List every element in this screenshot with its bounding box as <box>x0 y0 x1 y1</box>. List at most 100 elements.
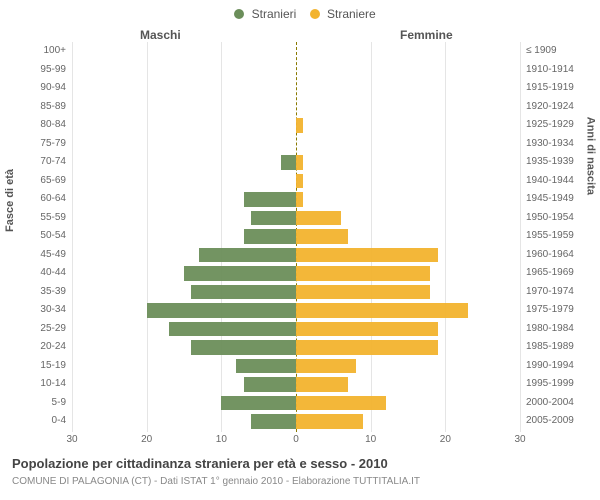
age-band-label: 35-39 <box>6 283 72 302</box>
age-band-label: 50-54 <box>6 227 72 246</box>
bar-male <box>244 377 296 392</box>
bar-female <box>296 340 438 355</box>
age-band-label: 60-64 <box>6 190 72 209</box>
birth-year-label: 1975-1979 <box>520 301 588 320</box>
age-band-label: 100+ <box>6 42 72 61</box>
age-band-label: 80-84 <box>6 116 72 135</box>
legend-swatch-female <box>310 9 320 19</box>
x-tick-label: 10 <box>216 434 227 445</box>
bar-female <box>296 359 356 374</box>
birth-year-label: ≤ 1909 <box>520 42 588 61</box>
bar-female <box>296 285 430 300</box>
birth-year-label: 1940-1944 <box>520 172 588 191</box>
legend: Stranieri Straniere <box>0 6 600 21</box>
bar-male <box>236 359 296 374</box>
age-row: 75-791930-1934 <box>72 135 520 154</box>
birth-year-label: 1955-1959 <box>520 227 588 246</box>
bar-female <box>296 248 438 263</box>
birth-year-label: 1965-1969 <box>520 264 588 283</box>
birth-year-label: 1945-1949 <box>520 190 588 209</box>
population-pyramid-chart: Stranieri Straniere Maschi Femmine Fasce… <box>0 0 600 500</box>
age-band-label: 40-44 <box>6 264 72 283</box>
bar-female <box>296 396 386 411</box>
bar-female <box>296 155 303 170</box>
bar-male <box>191 340 296 355</box>
age-row: 0-42005-2009 <box>72 412 520 431</box>
age-band-label: 15-19 <box>6 357 72 376</box>
bar-male <box>281 155 296 170</box>
age-row: 55-591950-1954 <box>72 209 520 228</box>
age-row: 85-891920-1924 <box>72 98 520 117</box>
chart-title: Popolazione per cittadinanza straniera p… <box>12 456 588 471</box>
age-row: 30-341975-1979 <box>72 301 520 320</box>
birth-year-label: 1930-1934 <box>520 135 588 154</box>
age-band-label: 55-59 <box>6 209 72 228</box>
age-row: 90-941915-1919 <box>72 79 520 98</box>
birth-year-label: 1920-1924 <box>520 98 588 117</box>
age-row: 15-191990-1994 <box>72 357 520 376</box>
x-tick-label: 20 <box>440 434 451 445</box>
bar-female <box>296 266 430 281</box>
bar-male <box>221 396 296 411</box>
age-row: 20-241985-1989 <box>72 338 520 357</box>
age-band-label: 30-34 <box>6 301 72 320</box>
birth-year-label: 2000-2004 <box>520 394 588 413</box>
age-row: 50-541955-1959 <box>72 227 520 246</box>
age-band-label: 90-94 <box>6 79 72 98</box>
age-band-label: 0-4 <box>6 412 72 431</box>
age-row: 60-641945-1949 <box>72 190 520 209</box>
age-row: 5-92000-2004 <box>72 394 520 413</box>
birth-year-label: 1995-1999 <box>520 375 588 394</box>
bar-male <box>244 229 296 244</box>
bar-female <box>296 414 363 429</box>
bar-female <box>296 118 303 133</box>
x-tick-label: 30 <box>66 434 77 445</box>
x-tick-label: 10 <box>365 434 376 445</box>
age-band-label: 25-29 <box>6 320 72 339</box>
birth-year-label: 2005-2009 <box>520 412 588 431</box>
column-header-female: Femmine <box>400 28 453 42</box>
age-band-label: 20-24 <box>6 338 72 357</box>
birth-year-label: 1935-1939 <box>520 153 588 172</box>
age-row: 100+≤ 1909 <box>72 42 520 61</box>
birth-year-label: 1980-1984 <box>520 320 588 339</box>
age-row: 40-441965-1969 <box>72 264 520 283</box>
legend-label-male: Stranieri <box>252 7 297 21</box>
x-tick-label: 0 <box>293 434 299 445</box>
chart-subtitle: COMUNE DI PALAGONIA (CT) - Dati ISTAT 1°… <box>12 476 588 487</box>
birth-year-label: 1950-1954 <box>520 209 588 228</box>
birth-year-label: 1910-1914 <box>520 61 588 80</box>
x-tick-label: 30 <box>514 434 525 445</box>
age-band-label: 75-79 <box>6 135 72 154</box>
bar-male <box>184 266 296 281</box>
age-row: 95-991910-1914 <box>72 61 520 80</box>
age-row: 35-391970-1974 <box>72 283 520 302</box>
column-header-male: Maschi <box>140 28 181 42</box>
birth-year-label: 1970-1974 <box>520 283 588 302</box>
plot-area: 100+≤ 190995-991910-191490-941915-191985… <box>72 42 520 432</box>
legend-label-female: Straniere <box>327 7 376 21</box>
age-band-label: 65-69 <box>6 172 72 191</box>
bar-male <box>251 211 296 226</box>
age-band-label: 5-9 <box>6 394 72 413</box>
age-row: 45-491960-1964 <box>72 246 520 265</box>
age-band-label: 70-74 <box>6 153 72 172</box>
bar-female <box>296 322 438 337</box>
birth-year-label: 1990-1994 <box>520 357 588 376</box>
x-axis: 3020100102030 <box>72 434 520 450</box>
age-row: 25-291980-1984 <box>72 320 520 339</box>
birth-year-label: 1915-1919 <box>520 79 588 98</box>
birth-year-label: 1925-1929 <box>520 116 588 135</box>
age-band-label: 85-89 <box>6 98 72 117</box>
age-band-label: 10-14 <box>6 375 72 394</box>
bar-female <box>296 174 303 189</box>
bar-male <box>169 322 296 337</box>
age-band-label: 95-99 <box>6 61 72 80</box>
legend-swatch-male <box>234 9 244 19</box>
birth-year-label: 1960-1964 <box>520 246 588 265</box>
bar-female <box>296 192 303 207</box>
bar-male <box>191 285 296 300</box>
age-row: 65-691940-1944 <box>72 172 520 191</box>
age-row: 80-841925-1929 <box>72 116 520 135</box>
bar-male <box>147 303 296 318</box>
